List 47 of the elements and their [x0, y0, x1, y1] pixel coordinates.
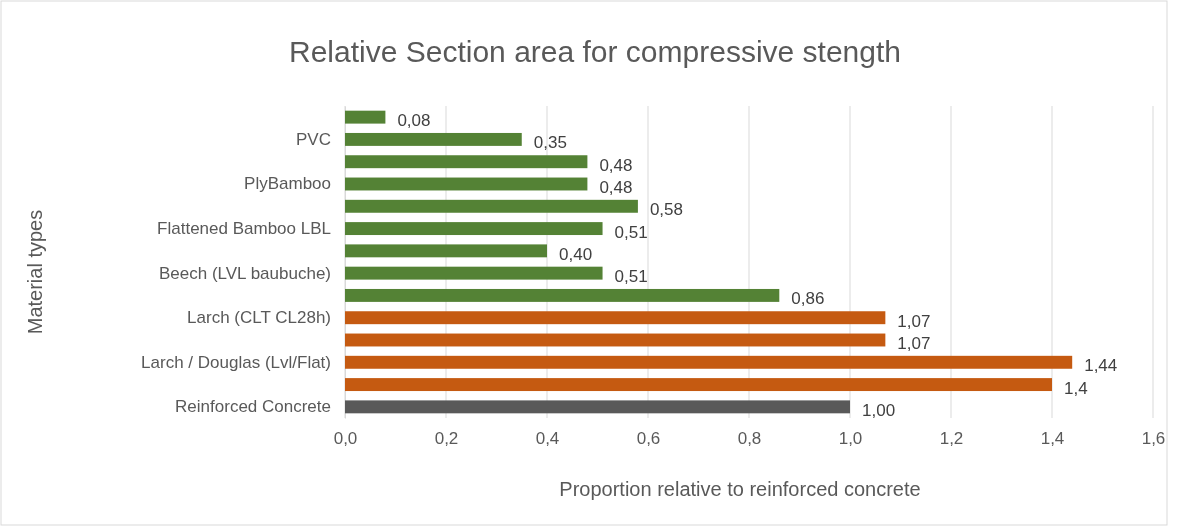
bar [345, 288, 780, 302]
x-tick-label: 0,2 [434, 429, 459, 449]
bar [345, 355, 1073, 369]
bar [345, 400, 850, 414]
x-tick-label: 1,4 [1040, 429, 1065, 449]
chart-title: Relative Section area for compressive stength [289, 35, 901, 68]
y-tick-label: PVC [296, 129, 331, 149]
data-label: 1,07 [897, 334, 931, 353]
bar [345, 177, 588, 191]
bar [345, 378, 1052, 392]
data-label: 0,58 [649, 200, 683, 220]
y-tick-label: Flattened Bamboo LBL [157, 219, 331, 239]
x-tick-label: 0,0 [333, 429, 358, 449]
data-label: 0,86 [791, 289, 825, 309]
y-tick-label: PlyBamboo [244, 174, 331, 194]
data-label: 1,07 [897, 311, 931, 331]
bar [345, 110, 386, 124]
bar [345, 266, 603, 280]
bar [345, 333, 886, 347]
x-tick-label: 0,8 [737, 429, 762, 449]
x-tick-label: 1,6 [1141, 429, 1166, 449]
bar [345, 244, 547, 258]
y-axis-title: Material types [24, 209, 46, 335]
x-tick-label: 1,0 [838, 429, 863, 449]
y-tick-label: Reinforced Concrete [175, 397, 331, 417]
data-label: 0,08 [397, 111, 431, 131]
data-label: 0,40 [559, 244, 593, 264]
x-tick-label: 1,2 [939, 429, 964, 449]
x-axis-title: Proportion relative to reinforced concrete [559, 478, 921, 500]
x-tick-label: 0,4 [535, 429, 560, 449]
data-label: 1,00 [862, 400, 896, 420]
data-label: 0,48 [599, 178, 633, 197]
data-label: 0,35 [533, 133, 567, 153]
data-label: 0,48 [599, 155, 633, 175]
y-tick-label: Beech (LVL baubuche) [158, 263, 331, 283]
bar [345, 222, 603, 236]
data-label: 0,51 [614, 267, 648, 287]
bar [345, 311, 886, 325]
data-label: 1,4 [1064, 378, 1088, 398]
bar [345, 155, 588, 169]
bar [345, 132, 522, 146]
y-tick-label: Larch (CLT CL28h) [187, 308, 331, 328]
bar [345, 199, 638, 213]
y-tick-label: Larch / Douglas (Lvl/Flat) [141, 352, 331, 372]
data-label: 0,51 [614, 222, 648, 242]
x-tick-label: 0,6 [636, 429, 661, 449]
data-label: 1,44 [1084, 356, 1118, 376]
